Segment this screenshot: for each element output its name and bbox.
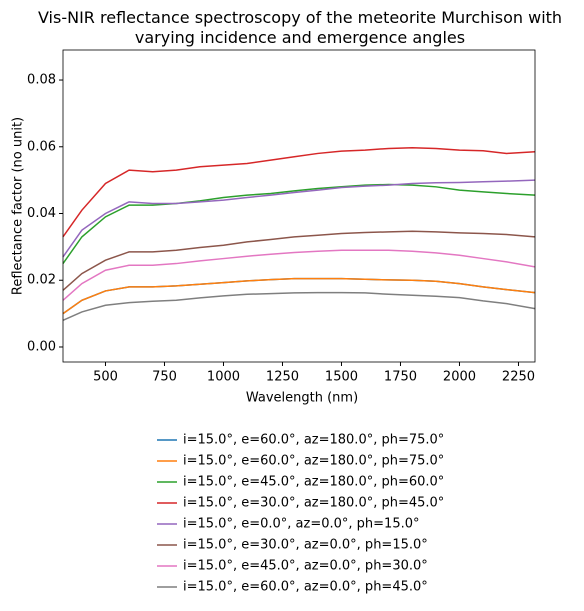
x-tick-label: 1250 xyxy=(266,370,299,385)
legend-label: i=15.0°, e=60.0°, az=0.0°, ph=45.0° xyxy=(183,580,428,595)
y-tick-label: 0.06 xyxy=(27,139,56,154)
legend-label: i=15.0°, e=30.0°, az=180.0°, ph=45.0° xyxy=(183,496,444,511)
y-tick-label: 0.02 xyxy=(27,273,56,288)
y-axis-label: Reflectance factor (no unit) xyxy=(11,117,26,295)
series-line xyxy=(62,249,536,301)
legend-label: i=15.0°, e=60.0°, az=180.0°, ph=75.0° xyxy=(183,433,444,448)
legend-label: i=15.0°, e=45.0°, az=180.0°, ph=60.0° xyxy=(183,475,444,490)
series-line xyxy=(62,291,536,321)
legend-label: i=15.0°, e=0.0°, az=0.0°, ph=15.0° xyxy=(183,517,420,532)
y-tick-label: 0.08 xyxy=(27,73,56,88)
plot-frame xyxy=(62,49,536,363)
x-tick-label: 500 xyxy=(93,370,118,385)
legend-label: i=15.0°, e=45.0°, az=0.0°, ph=30.0° xyxy=(183,559,428,574)
x-tick-label: 1000 xyxy=(207,370,240,385)
series-line xyxy=(62,183,536,264)
x-tick-label: 1750 xyxy=(384,370,417,385)
series-line xyxy=(62,230,536,291)
legend-label: i=15.0°, e=30.0°, az=0.0°, ph=15.0° xyxy=(183,538,428,553)
x-tick-label: 2000 xyxy=(443,370,476,385)
series-line xyxy=(62,147,536,238)
x-tick-label: 1500 xyxy=(325,370,358,385)
x-tick-label: 2250 xyxy=(502,370,535,385)
series-line xyxy=(62,277,536,315)
x-axis-label: Wavelength (nm) xyxy=(246,391,358,406)
series-line xyxy=(62,179,536,258)
y-tick-label: 0.04 xyxy=(27,206,56,221)
legend-label: i=15.0°, e=60.0°, az=180.0°, ph=75.0° xyxy=(183,454,444,469)
x-tick-label: 750 xyxy=(152,370,177,385)
chart-title: Vis-NIR reflectance spectroscopy of the … xyxy=(37,8,563,47)
y-tick-label: 0.00 xyxy=(27,339,56,354)
